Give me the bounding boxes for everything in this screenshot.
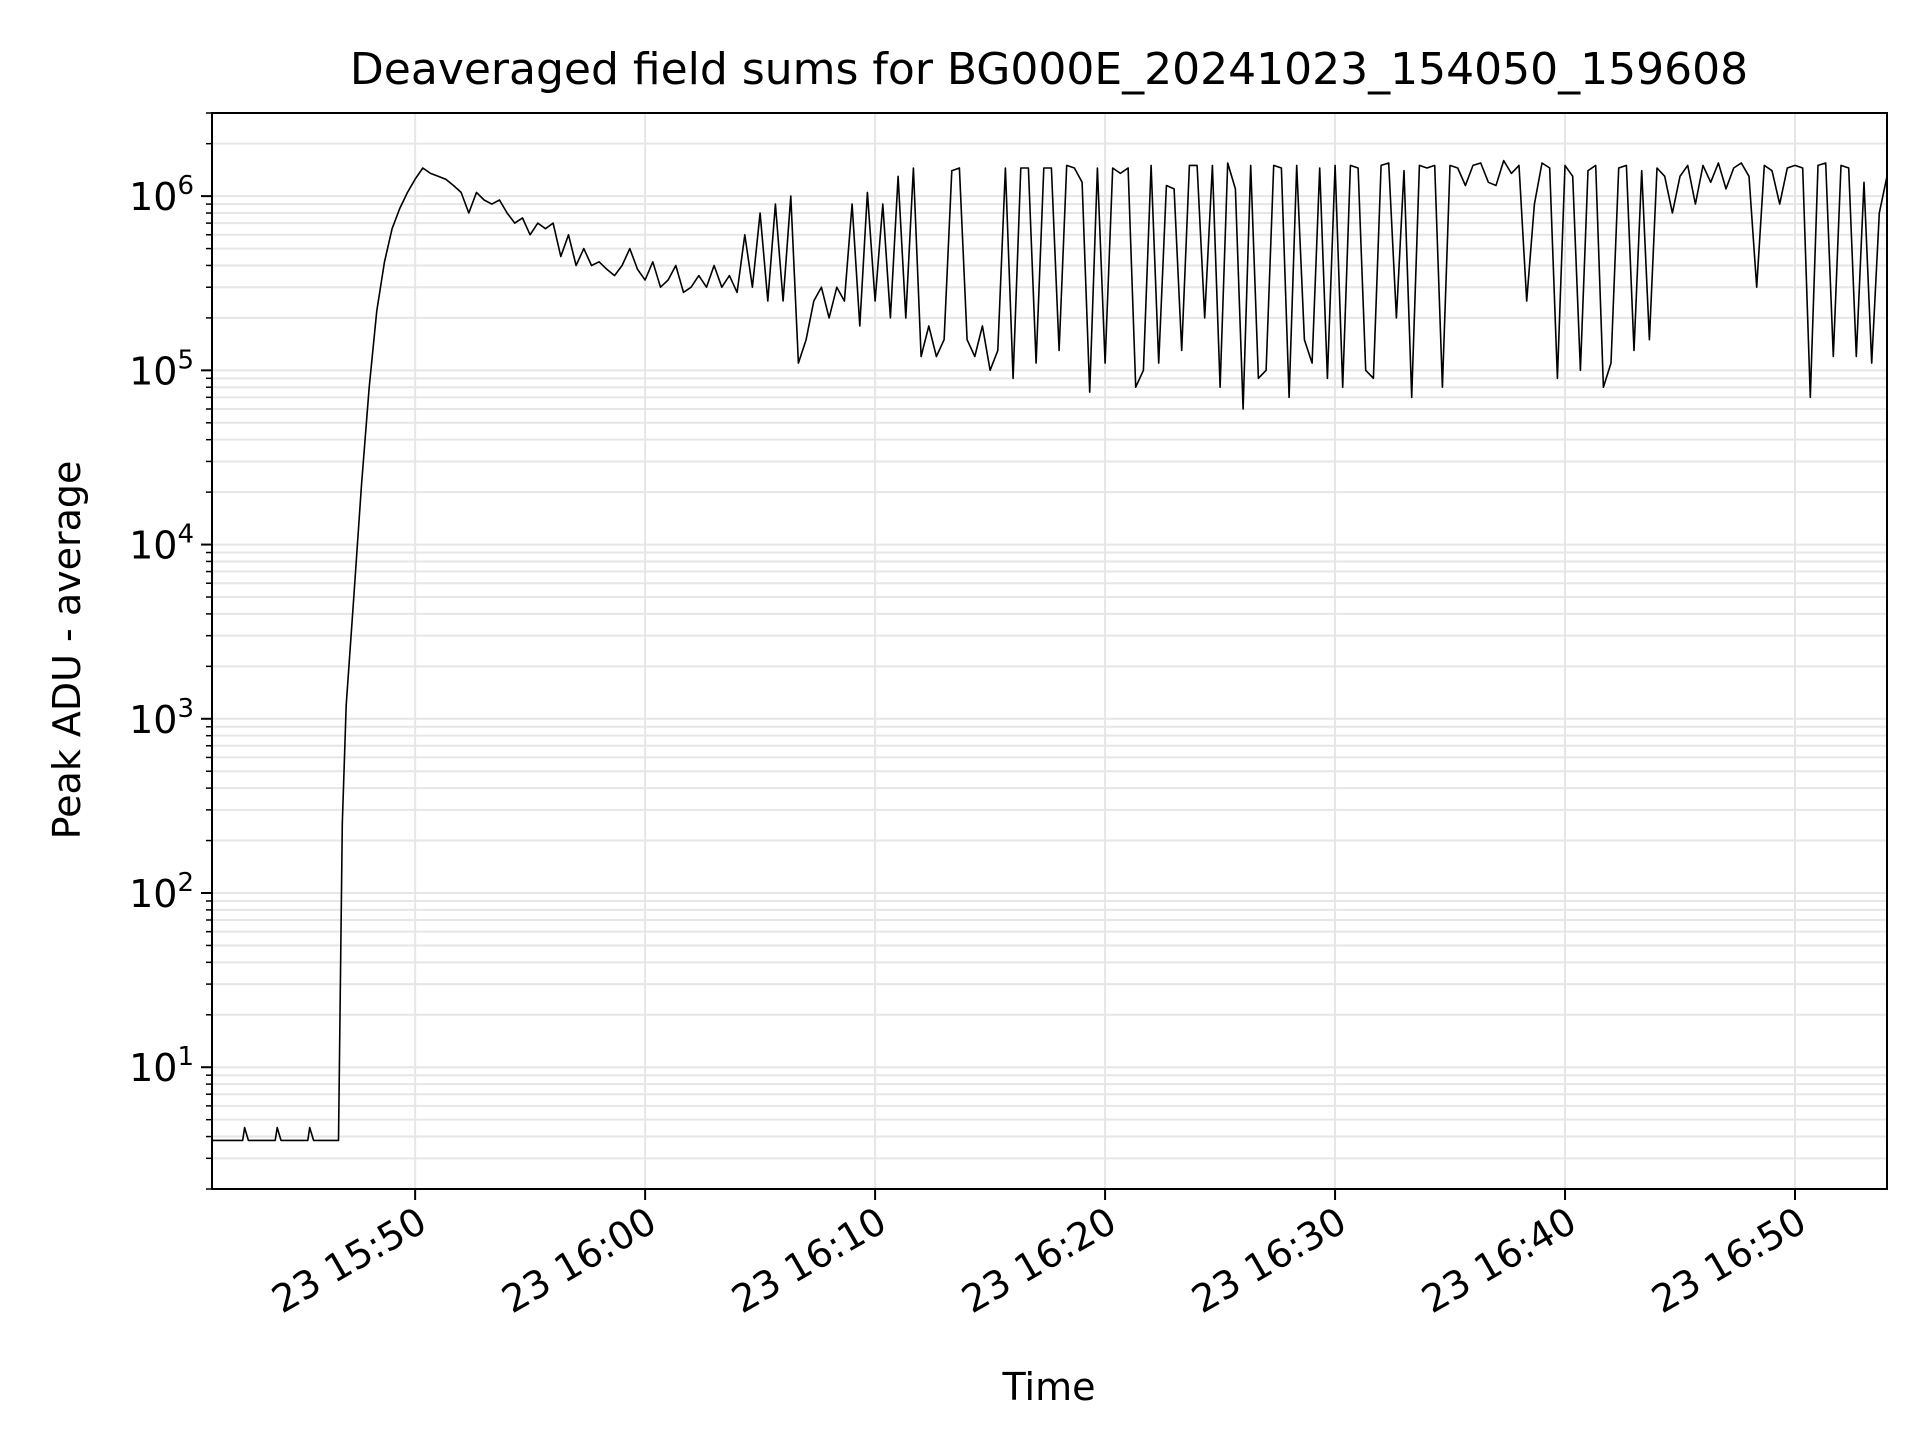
chart-title: Deaveraged field sums for BG000E_2024102… [350, 44, 1748, 95]
y-tick-label: 105 [129, 345, 194, 393]
y-tick-label: 104 [129, 520, 194, 568]
y-tick-label: 102 [129, 868, 194, 916]
series-line [212, 159, 1888, 1142]
x-axis-label: Time [1002, 1365, 1096, 1409]
y-axis-label: Peak ADU - average [45, 461, 89, 840]
y-tick-label: 106 [129, 171, 194, 219]
grid [212, 112, 1887, 1190]
y-tick-label: 101 [129, 1042, 194, 1090]
plot-frame [211, 112, 1888, 1190]
y-tick-label: 103 [129, 694, 194, 742]
series-layer [212, 159, 1888, 1142]
